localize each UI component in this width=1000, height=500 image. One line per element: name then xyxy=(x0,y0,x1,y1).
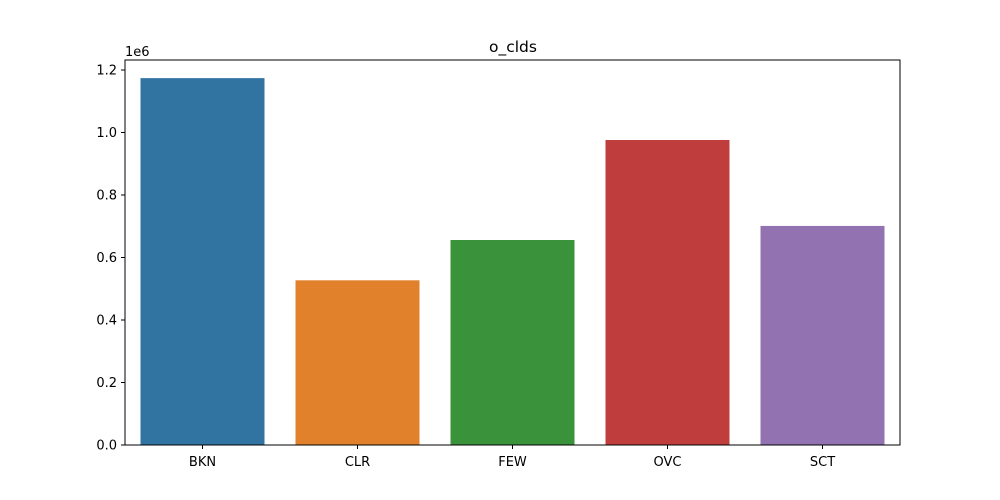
x-tick-label: BKN xyxy=(189,455,216,470)
bar-clr xyxy=(295,280,420,445)
y-axis-offset-label: 1e6 xyxy=(125,45,150,60)
x-tick-label: OVC xyxy=(654,455,682,470)
bar-ovc xyxy=(605,140,730,445)
x-tick-label: CLR xyxy=(345,455,370,470)
y-tick-label: 0.0 xyxy=(96,439,117,454)
bars-layer xyxy=(140,78,885,446)
y-tick-label: 0.6 xyxy=(96,251,117,266)
bar-bkn xyxy=(140,78,265,446)
chart-title: o_clds xyxy=(489,38,537,57)
y-tick-label: 1.2 xyxy=(96,64,117,79)
x-axis: BKN CLR FEW OVC SCT xyxy=(189,445,835,470)
y-tick-label: 1.0 xyxy=(96,126,117,141)
x-tick-label: FEW xyxy=(498,455,527,470)
y-tick-label: 0.4 xyxy=(96,314,117,329)
bar-few xyxy=(450,240,575,445)
y-tick-label: 0.2 xyxy=(96,376,117,391)
y-axis: 0.0 0.2 0.4 0.6 0.8 1.0 1.2 xyxy=(96,64,125,454)
bar-sct xyxy=(760,225,885,445)
x-tick-label: SCT xyxy=(810,455,835,470)
plot-area-frame xyxy=(124,59,901,446)
y-tick-label: 0.8 xyxy=(96,189,117,204)
